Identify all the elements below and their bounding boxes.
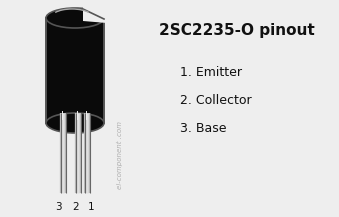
Text: 1. Emitter: 1. Emitter	[180, 66, 242, 79]
Text: 3: 3	[55, 202, 61, 212]
Text: 1: 1	[88, 202, 94, 212]
Text: 3. Base: 3. Base	[180, 122, 226, 135]
Bar	[46, 18, 104, 123]
Ellipse shape	[46, 113, 104, 133]
Text: 2. Collector: 2. Collector	[180, 94, 252, 107]
Text: 2SC2235-O pinout: 2SC2235-O pinout	[159, 23, 315, 38]
Polygon shape	[83, 6, 107, 23]
Text: el-component .com: el-component .com	[117, 121, 123, 189]
Text: 2: 2	[73, 202, 79, 212]
Ellipse shape	[46, 8, 104, 28]
